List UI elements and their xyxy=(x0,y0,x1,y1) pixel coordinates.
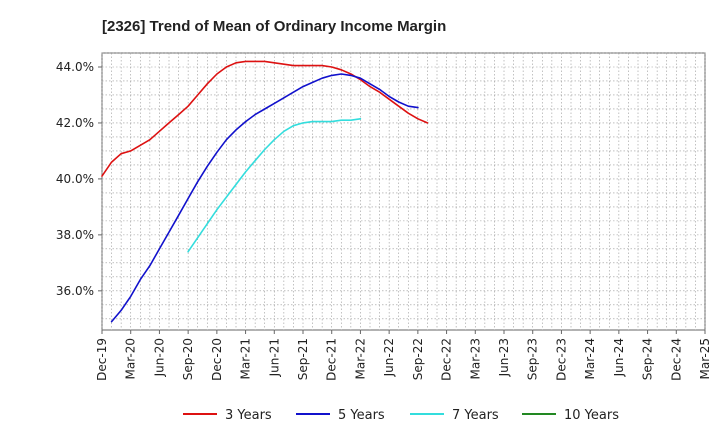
series-line-5-years xyxy=(110,73,419,323)
x-tick-label: Jun-22 xyxy=(382,338,396,377)
grid-lines xyxy=(101,52,706,330)
x-tick-label: Dec-23 xyxy=(554,338,568,381)
legend-item: 5 Years xyxy=(296,408,385,423)
x-tick-label: Mar-22 xyxy=(353,338,367,379)
y-tick-label: 38.0% xyxy=(56,228,94,242)
x-tick-label: Dec-20 xyxy=(210,338,224,381)
x-tick-label: Dec-21 xyxy=(325,338,339,381)
y-tick-label: 40.0% xyxy=(56,172,94,186)
x-tick-label: Dec-22 xyxy=(440,338,454,381)
x-tick-label: Mar-21 xyxy=(239,338,253,379)
legend-label: 5 Years xyxy=(338,408,385,423)
x-tick-label: Mar-23 xyxy=(468,338,482,379)
x-axis-ticks: Dec-19 Mar-20 Jun-20 Sep-20 Dec-20 Mar-21 Jun-… xyxy=(95,330,712,381)
x-tick-label: Mar-24 xyxy=(583,338,597,379)
x-tick-label: Jun-24 xyxy=(612,338,626,377)
legend-item: 3 Years xyxy=(183,408,272,423)
legend-label: 3 Years xyxy=(225,408,272,423)
y-axis-ticks: 36.0% 38.0% 40.0% 42.0% 44.0% xyxy=(56,60,102,298)
x-tick-label: Jun-21 xyxy=(267,338,281,377)
y-tick-label: 44.0% xyxy=(56,60,94,74)
x-tick-label: Mar-25 xyxy=(698,338,712,379)
legend-label: 7 Years xyxy=(452,408,499,423)
series-line-7-years xyxy=(187,118,362,253)
x-tick-label: Dec-24 xyxy=(669,338,683,381)
x-tick-label: Mar-20 xyxy=(124,338,138,379)
x-tick-label: Sep-23 xyxy=(526,338,540,380)
x-tick-label: Sep-20 xyxy=(181,338,195,380)
x-tick-label: Dec-19 xyxy=(95,338,109,381)
y-tick-label: 36.0% xyxy=(56,284,94,298)
x-tick-label: Jun-20 xyxy=(152,338,166,377)
legend-item: 10 Years xyxy=(522,408,619,423)
legend-item: 7 Years xyxy=(410,408,499,423)
y-tick-label: 42.0% xyxy=(56,116,94,130)
series-line-3-years xyxy=(101,60,429,177)
x-tick-label: Sep-24 xyxy=(641,338,655,380)
plot-area xyxy=(101,52,706,331)
x-tick-label: Sep-21 xyxy=(296,338,310,380)
series-lines xyxy=(101,60,429,323)
legend-label: 10 Years xyxy=(564,408,619,423)
legend: 3 Years 5 Years 7 Years 10 Years xyxy=(183,408,619,423)
x-tick-label: Sep-22 xyxy=(411,338,425,380)
chart-title: [2326] Trend of Mean of Ordinary Income … xyxy=(102,18,446,35)
x-tick-label: Jun-23 xyxy=(497,338,511,377)
